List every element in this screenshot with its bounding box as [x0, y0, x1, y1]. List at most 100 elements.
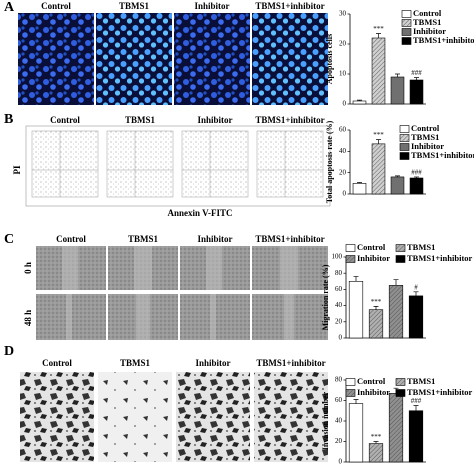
legend-label: TBMS1: [413, 17, 441, 27]
micrograph: [96, 13, 172, 105]
y-tick-label: 80: [335, 376, 343, 384]
bar-hatch: [369, 309, 383, 338]
legend-label: TBMS1: [411, 132, 439, 142]
error-bar: [395, 175, 400, 177]
y-tick-label: 100: [332, 253, 343, 261]
micrograph: [174, 13, 250, 105]
image-label: Inhibitor: [195, 358, 230, 368]
bar: [348, 403, 364, 463]
row-label: 0 h: [23, 262, 33, 274]
legend-label: Inhibitor: [411, 141, 444, 151]
image-label: TBMS1+inhibitor: [255, 1, 324, 11]
legend-hatch: [400, 134, 409, 142]
image-label: TBMS1: [119, 1, 150, 11]
error-bar: [376, 33, 381, 38]
image-label: Inhibitor: [197, 115, 232, 125]
image-label: Control: [41, 1, 71, 11]
error-bar: [353, 276, 359, 282]
error-bar: [414, 176, 419, 178]
error-bar: [353, 399, 359, 404]
panel-c-images: [36, 246, 328, 340]
y-tick-label: 60: [335, 285, 343, 293]
micrograph: [18, 13, 94, 105]
error-bar: [413, 405, 419, 411]
error-bar: [357, 99, 362, 101]
error-bar: [373, 306, 379, 310]
bar: [409, 79, 424, 105]
legend-label: TBMS1: [407, 242, 435, 252]
legend-label: Inhibitor: [357, 387, 390, 397]
y-tick-label: 0: [343, 100, 347, 108]
image-label: TBMS1: [128, 234, 159, 244]
legend-label: TBMS1+inhibitor: [413, 35, 474, 45]
image-label: Inhibitor: [194, 1, 229, 11]
flow-plot: [106, 130, 174, 198]
bar-hatch: [372, 143, 385, 194]
legend-label: Control: [413, 8, 442, 18]
legend-swatch: [401, 28, 412, 36]
micrograph: [20, 372, 94, 462]
bar: [408, 410, 424, 463]
legend-hatch: [396, 378, 405, 386]
bar-hatch: [389, 393, 403, 462]
y-tick-label: 80: [335, 269, 343, 277]
significance: #: [414, 283, 418, 291]
significance: ***: [373, 131, 384, 139]
legend-label: TBMS1+inhibitor: [407, 387, 473, 397]
y-tick-label: 10: [339, 70, 347, 78]
error-bar: [395, 73, 400, 77]
flow-plot: [31, 130, 99, 198]
y-axis-label: Invasion number: [321, 391, 330, 450]
panel-b-images: [25, 125, 331, 207]
image-label: TBMS1+inhibitor: [255, 115, 324, 125]
error-bar: [414, 77, 419, 80]
legend-swatch: [399, 143, 410, 151]
bar: [390, 76, 405, 105]
bar-hatch: [369, 443, 383, 462]
significance: ###: [411, 69, 422, 77]
legend-swatch: [401, 37, 412, 45]
legend-swatch: [399, 125, 410, 133]
significance: ***: [371, 433, 382, 441]
error-bar: [413, 291, 419, 296]
bar: [348, 280, 364, 339]
flow-plot: [256, 130, 324, 198]
bar: [409, 177, 424, 195]
y-tick-label: 30: [339, 10, 347, 18]
y-tick-label: 0: [339, 458, 343, 466]
legend-swatch: [345, 378, 356, 386]
legend-hatch: [346, 389, 355, 397]
y-tick-label: 0: [339, 334, 343, 342]
legend-swatch: [345, 244, 356, 252]
panel-letter: B: [4, 112, 13, 127]
image-label: TBMS1: [125, 115, 156, 125]
bar: [390, 176, 405, 195]
y-tick-label: 20: [335, 437, 343, 445]
micrograph: [252, 13, 328, 105]
legend-swatch: [395, 255, 406, 263]
y-tick-label: 40: [335, 417, 343, 425]
y-tick-label: 0: [343, 190, 347, 198]
legend-swatch: [401, 10, 412, 18]
flow-x-axis: Annexin V-FITC: [168, 208, 233, 218]
legend-label: TBMS1+inhibitor: [407, 253, 473, 263]
legend-swatch: [395, 389, 406, 397]
panel-a-images: [18, 13, 328, 105]
image-label: TBMS1+inhibitor: [255, 234, 324, 244]
legend-hatch: [402, 19, 411, 27]
bar: [408, 295, 424, 339]
legend-label: Inhibitor: [413, 26, 446, 36]
legend-label: Inhibitor: [357, 253, 390, 263]
panel-d-images: [20, 372, 328, 462]
legend-hatch: [346, 255, 355, 263]
y-tick-label: 20: [339, 40, 347, 48]
error-bar: [376, 139, 381, 144]
legend-hatch: [396, 244, 405, 252]
bar: [352, 183, 367, 195]
y-axis-label: Apoptosis cells: [325, 34, 334, 84]
legend-label: TBMS1+inhibitor: [411, 150, 474, 160]
bar-hatch: [372, 38, 385, 104]
legend-label: Control: [357, 376, 386, 386]
image-label: TBMS1: [120, 358, 151, 368]
